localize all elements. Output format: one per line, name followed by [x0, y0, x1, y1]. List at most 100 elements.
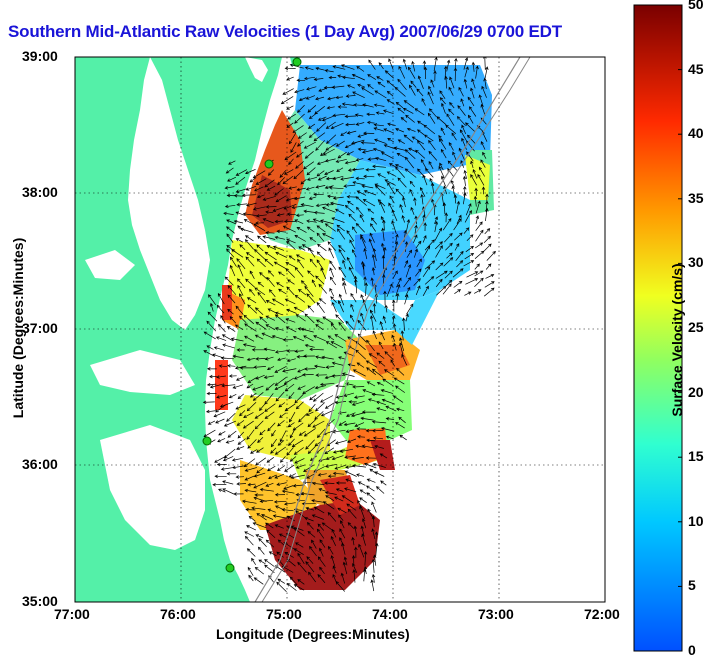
velocity-arrow [276, 213, 285, 217]
velocity-arrow [330, 341, 344, 349]
velocity-arrow [315, 355, 324, 359]
velocity-arrow [337, 300, 344, 313]
velocity-arrow [264, 411, 275, 419]
velocity-arrow [374, 531, 379, 546]
velocity-arrow [402, 58, 408, 70]
velocity-arrow [226, 233, 234, 243]
velocity-arrow [224, 204, 236, 209]
colorbar-tick: 10 [688, 512, 704, 529]
velocity-arrow [224, 276, 234, 286]
velocity-arrow [255, 374, 265, 380]
velocity-arrow [243, 219, 254, 225]
velocity-arrow [245, 168, 256, 175]
velocity-arrow [338, 514, 344, 521]
lon-tick: 77:00 [54, 606, 90, 622]
velocity-arrow [330, 122, 344, 130]
velocity-arrow [454, 289, 461, 294]
velocity-arrow [320, 150, 327, 157]
velocity-arrow [332, 471, 345, 476]
velocity-arrow [345, 94, 356, 98]
velocity-arrow [335, 140, 345, 147]
velocity-arrow [317, 243, 327, 252]
velocity-arrow [296, 187, 306, 192]
velocity-arrow [265, 300, 276, 306]
velocity-arrow [252, 385, 264, 391]
velocity-arrow [253, 248, 265, 260]
velocity-arrow [361, 87, 374, 96]
velocity-arrow [361, 149, 375, 154]
velocity-arrow [383, 128, 395, 134]
velocity-arrow [254, 334, 264, 340]
velocity-arrow [463, 227, 470, 234]
velocity-arrow [322, 501, 335, 510]
velocity-arrow [294, 113, 305, 124]
velocity-arrow [313, 364, 326, 369]
velocity-arrow [355, 196, 367, 206]
velocity-arrow [347, 522, 354, 529]
velocity-arrow [301, 244, 314, 252]
velocity-arrow [361, 518, 367, 529]
velocity-arrow [309, 394, 317, 401]
velocity-arrow [405, 114, 415, 123]
velocity-arrow [286, 238, 296, 244]
velocity-arrow [265, 539, 275, 548]
velocity-arrow [423, 134, 434, 142]
colorbar-tick: 15 [688, 448, 704, 465]
velocity-arrow [265, 210, 274, 214]
velocity-arrow [375, 486, 385, 494]
velocity-arrow [292, 125, 304, 133]
velocity-arrow [466, 271, 479, 278]
velocity-arrow [480, 159, 486, 168]
velocity-arrow [317, 175, 327, 181]
velocity-arrow [373, 127, 385, 132]
velocity-arrow [381, 227, 385, 241]
velocity-arrow [471, 78, 476, 89]
velocity-arrow [338, 244, 346, 253]
velocity-arrow [458, 147, 466, 161]
velocity-vectors [202, 57, 496, 593]
velocity-arrow [343, 184, 356, 188]
velocity-arrow [382, 378, 394, 387]
velocity-arrow [427, 112, 436, 124]
velocity-arrow [316, 170, 325, 177]
delaware-bay [245, 57, 268, 82]
velocity-arrow [276, 282, 284, 288]
velocity-arrow [302, 386, 315, 395]
velocity-arrow [294, 219, 304, 225]
velocity-arrow [402, 196, 406, 208]
velocity-arrow [297, 132, 307, 139]
colorbar-tick: 25 [688, 319, 704, 335]
velocity-arrow [321, 522, 334, 532]
velocity-arrow [295, 213, 304, 218]
velocity-arrow [256, 513, 267, 521]
velocity-arrow [265, 205, 277, 209]
velocity-arrow [267, 465, 276, 472]
velocity-arrow [371, 501, 377, 513]
velocity-arrow [225, 167, 234, 174]
velocity-arrow [237, 284, 244, 296]
velocity-arrow [465, 278, 479, 285]
velocity-arrow [205, 409, 217, 414]
velocity-arrow [312, 420, 325, 428]
inner-water-1 [90, 350, 195, 395]
velocity-arrow [287, 279, 295, 285]
velocity-arrow [328, 247, 335, 259]
velocity-arrow [245, 185, 257, 191]
velocity-arrow [274, 492, 286, 497]
colorbar-tick: 0 [688, 642, 696, 658]
velocity-arrow [366, 339, 375, 352]
velocity-arrow [215, 418, 225, 424]
velocity-arrow [436, 285, 447, 296]
velocity-arrow [371, 254, 376, 269]
velocity-arrow [388, 58, 394, 70]
velocity-arrow [324, 463, 337, 468]
velocity-arrow [288, 186, 297, 190]
velocity-arrow [279, 170, 287, 178]
velocity-arrow [277, 465, 286, 472]
velocity-arrow [285, 326, 297, 333]
velocity-arrow [478, 166, 486, 177]
velocity-arrow [265, 315, 275, 321]
velocity-arrow [423, 66, 428, 80]
velocity-arrow [254, 493, 264, 497]
velocity-arrow [292, 484, 305, 488]
